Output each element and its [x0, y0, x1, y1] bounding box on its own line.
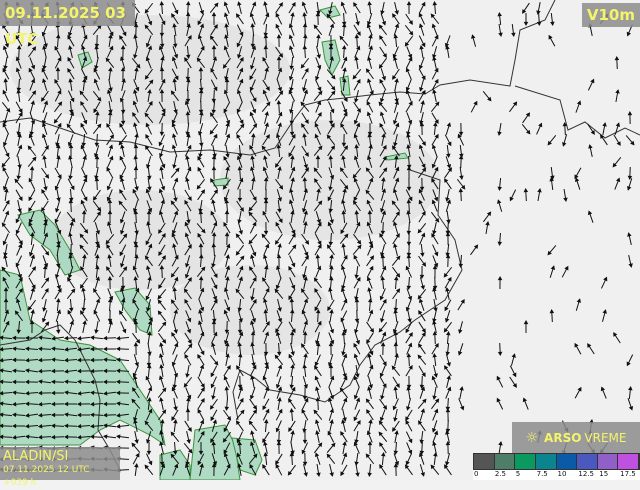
legend-label: 15: [599, 470, 608, 478]
model-name: ALADIN/SI: [3, 449, 117, 464]
legend-swatch: [536, 454, 557, 469]
legend-label: 17.5: [620, 470, 636, 478]
legend-label: 5: [516, 470, 520, 478]
legend-swatch: [577, 454, 598, 469]
legend-swatch: [557, 454, 578, 469]
legend-swatch: [515, 454, 536, 469]
legend-swatch: [598, 454, 619, 469]
legend-swatch: [474, 454, 495, 469]
legend-label: 0: [474, 470, 478, 478]
legend-label: 7.5: [537, 470, 548, 478]
brand-light: VREME: [584, 431, 626, 445]
wind-map: [0, 0, 640, 480]
parameter-label: V10m: [582, 3, 640, 27]
model-info: ALADIN/SI 07.11.2025 12 UTC +039 h: [0, 447, 120, 480]
model-run: 07.11.2025 12 UTC +039 h: [3, 464, 117, 490]
legend-swatch: [618, 454, 639, 469]
legend-swatch: [495, 454, 516, 469]
legend-label: 2.5: [495, 470, 506, 478]
legend-label: 10: [558, 470, 567, 478]
brand-bold: ARSO: [544, 431, 581, 445]
wind-speed-legend: 0 2.5 5 7.5 10 12.5 15 17.5: [473, 453, 640, 480]
arso-vreme-logo[interactable]: ☼ ARSO VREME: [512, 422, 640, 454]
sun-icon: ☼: [525, 430, 538, 446]
valid-time-label: 09.11.2025 03 UTC: [0, 0, 135, 26]
legend-label: 12.5: [578, 470, 594, 478]
